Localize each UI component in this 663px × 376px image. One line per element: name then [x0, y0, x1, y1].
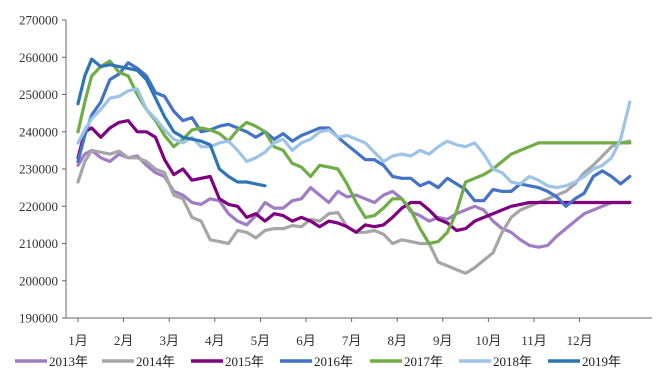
legend-label: 2013年	[49, 354, 88, 369]
legend-label: 2019年	[582, 354, 621, 369]
y-tick-label: 190000	[19, 311, 58, 326]
legend-label: 2014年	[136, 354, 175, 369]
y-tick-label: 240000	[19, 124, 58, 139]
y-tick-label: 210000	[19, 236, 58, 251]
x-tick-label: 9月	[433, 333, 453, 348]
y-tick-label: 230000	[19, 162, 58, 177]
x-tick-label: 6月	[296, 333, 316, 348]
y-tick-label: 250000	[19, 87, 58, 102]
legend-label: 2018年	[493, 354, 532, 369]
x-tick-label: 3月	[159, 333, 179, 348]
x-tick-label: 5月	[251, 333, 271, 348]
legend-label: 2016年	[314, 354, 353, 369]
x-tick-label: 2月	[114, 333, 134, 348]
x-tick-label: 12月	[567, 333, 593, 348]
x-tick-label: 4月	[205, 333, 225, 348]
series-line-4	[76, 61, 632, 208]
series-line-3	[76, 119, 632, 234]
x-tick-label: 8月	[387, 333, 407, 348]
x-tick-label: 7月	[342, 333, 362, 348]
series-line-6	[76, 87, 632, 190]
x-tick-label: 10月	[475, 333, 501, 348]
y-tick-label: 270000	[19, 13, 58, 28]
series-line-2	[76, 139, 632, 275]
legend-label: 2017年	[404, 354, 443, 369]
chart-legend: 2013年 2014年 2015年 2016年 2017年 2018年 2019年	[15, 354, 621, 369]
series-line-7	[76, 57, 267, 188]
series-line-5	[76, 59, 632, 246]
x-tick-label: 1月	[68, 333, 88, 348]
chart-plot-area	[76, 57, 632, 275]
legend-label: 2015年	[225, 354, 264, 369]
y-tick-label: 260000	[19, 50, 58, 65]
y-tick-label: 220000	[19, 199, 58, 214]
y-tick-label: 200000	[19, 273, 58, 288]
chart-axes: 190000 200000 210000 220000 230000 240000 2500…	[19, 13, 652, 348]
x-tick-label: 11月	[521, 333, 547, 348]
